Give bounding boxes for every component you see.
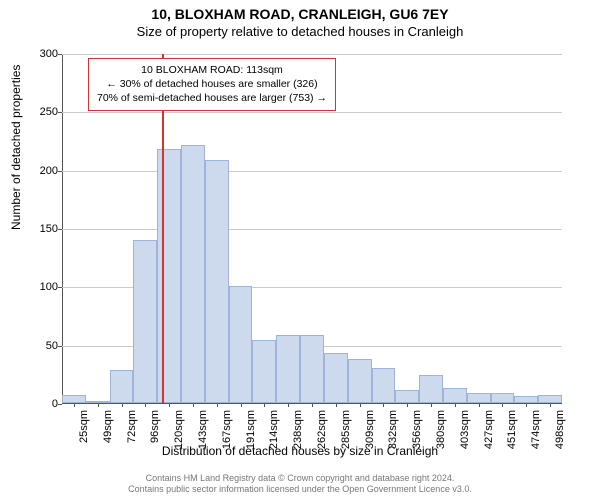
histogram-bar <box>133 240 157 403</box>
title-block: 10, BLOXHAM ROAD, CRANLEIGH, GU6 7EY Siz… <box>0 0 600 39</box>
x-tick-label: 25sqm <box>78 410 90 443</box>
grid-line <box>62 171 562 172</box>
title-address: 10, BLOXHAM ROAD, CRANLEIGH, GU6 7EY <box>0 6 600 22</box>
y-tick-label: 50 <box>28 340 58 352</box>
x-tick-mark <box>526 403 527 407</box>
x-tick-mark <box>264 403 265 407</box>
info-box: 10 BLOXHAM ROAD: 113sqm← 30% of detached… <box>88 58 336 111</box>
y-tick-label: 100 <box>28 281 58 293</box>
x-tick-mark <box>169 403 170 407</box>
histogram-bar <box>395 390 419 403</box>
x-tick-mark <box>455 403 456 407</box>
histogram-bar <box>538 395 562 403</box>
x-tick-mark <box>360 403 361 407</box>
x-tick-mark <box>193 403 194 407</box>
histogram-bar <box>324 353 348 403</box>
grid-line <box>62 229 562 230</box>
histogram-bar <box>110 370 134 403</box>
info-box-line3: 70% of semi-detached houses are larger (… <box>97 91 327 105</box>
x-tick-mark <box>312 403 313 407</box>
histogram-bar <box>372 368 396 403</box>
y-tick-label: 250 <box>28 106 58 118</box>
histogram-bar <box>348 359 372 403</box>
y-tick-label: 200 <box>28 165 58 177</box>
x-tick-mark <box>98 403 99 407</box>
x-tick-mark <box>502 403 503 407</box>
x-tick-label: 72sqm <box>126 410 138 443</box>
histogram-bar <box>300 335 324 403</box>
x-tick-mark <box>145 403 146 407</box>
histogram-bar <box>157 149 181 403</box>
y-tick-mark <box>58 112 62 113</box>
histogram-bar <box>205 160 229 403</box>
x-tick-label: 49sqm <box>102 410 114 443</box>
x-tick-mark <box>479 403 480 407</box>
x-tick-mark <box>288 403 289 407</box>
y-tick-mark <box>58 171 62 172</box>
info-box-line1: 10 BLOXHAM ROAD: 113sqm <box>97 63 327 77</box>
histogram-bar <box>62 395 86 403</box>
y-axis-label: Number of detached properties <box>9 65 23 230</box>
info-box-line2: ← 30% of detached houses are smaller (32… <box>97 77 327 91</box>
histogram-bar <box>443 388 467 403</box>
x-tick-mark <box>407 403 408 407</box>
y-tick-mark <box>58 346 62 347</box>
chart-container: 10, BLOXHAM ROAD, CRANLEIGH, GU6 7EY Siz… <box>0 0 600 500</box>
x-tick-mark <box>241 403 242 407</box>
histogram-bar <box>467 393 491 404</box>
footer-attribution: Contains HM Land Registry data © Crown c… <box>0 473 600 496</box>
x-tick-mark <box>217 403 218 407</box>
grid-line <box>62 112 562 113</box>
y-tick-label: 300 <box>28 48 58 60</box>
y-tick-mark <box>58 229 62 230</box>
footer-line1: Contains HM Land Registry data © Crown c… <box>0 473 600 485</box>
histogram-bar <box>419 375 443 403</box>
x-tick-mark <box>431 403 432 407</box>
x-tick-mark <box>74 403 75 407</box>
grid-line <box>62 54 562 55</box>
histogram-bar <box>514 396 538 403</box>
x-tick-mark <box>383 403 384 407</box>
histogram-bar <box>229 286 253 403</box>
chart-plot-area: 05010015020025030025sqm49sqm72sqm96sqm12… <box>62 54 562 404</box>
x-axis-label: Distribution of detached houses by size … <box>0 444 600 458</box>
histogram-bar <box>491 393 515 404</box>
y-tick-mark <box>58 54 62 55</box>
y-tick-mark <box>58 404 62 405</box>
footer-line2: Contains public sector information licen… <box>0 484 600 496</box>
x-tick-mark <box>336 403 337 407</box>
x-tick-label: 96sqm <box>149 410 161 443</box>
x-tick-mark <box>550 403 551 407</box>
x-tick-mark <box>122 403 123 407</box>
histogram-bar <box>276 335 300 403</box>
histogram-bar <box>252 340 276 403</box>
title-subtitle: Size of property relative to detached ho… <box>0 24 600 39</box>
y-tick-label: 150 <box>28 223 58 235</box>
histogram-bar <box>181 145 205 403</box>
y-tick-label: 0 <box>28 398 58 410</box>
y-tick-mark <box>58 287 62 288</box>
